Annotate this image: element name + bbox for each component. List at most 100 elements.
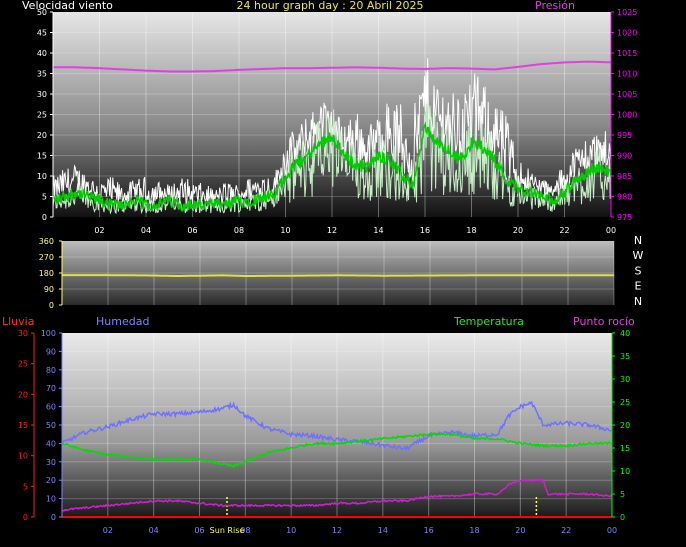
wind-y-tick-35: 35 [37,70,47,79]
wind-x-tick-14: 14 [373,226,383,235]
climate-x-tick-18: 18 [469,526,479,535]
wind-y-tick-30: 30 [37,90,47,99]
climate-x-tick-16: 16 [424,526,434,535]
rain-y-tick-15: 15 [18,421,28,430]
pressure-y-tick-1010: 1010 [617,70,637,79]
wind-average-line [52,121,612,212]
wind-y-tick-40: 40 [37,49,47,58]
humidity-y-tick-40: 40 [46,439,56,448]
wind-x-tick-18: 18 [466,226,476,235]
wind-y-tick-50: 50 [37,8,47,17]
wind-x-tick-12: 12 [327,226,337,235]
humidity-y-tick-20: 20 [46,476,56,485]
wind-y-tick-5: 5 [42,193,47,202]
humidity-y-tick-80: 80 [46,366,56,375]
wind-direction-line [62,274,614,277]
pressure-y-tick-1025: 1025 [617,8,637,17]
wind-y-tick-15: 15 [37,152,47,161]
wind-x-tick-02: 02 [94,226,104,235]
wind-speed-label: Velocidad viento [22,0,113,12]
compass-label-2: S [635,264,642,277]
wind-x-tick-06: 06 [187,226,197,235]
wind-x-tick-08: 08 [234,226,244,235]
rain-y-tick-30: 30 [18,329,28,338]
humidity-y-tick-60: 60 [46,403,56,412]
pressure-y-tick-975: 975 [617,213,632,222]
pressure-y-tick-985: 985 [617,172,632,181]
rain-y-tick-10: 10 [18,452,28,461]
climate-x-tick-02: 02 [103,526,113,535]
temperature-y-tick-25: 25 [620,398,630,407]
wind-x-tick-16: 16 [420,226,430,235]
climate-x-tick-10: 10 [286,526,296,535]
graph-title: 24 hour graph day : 20 Abril 2025 [237,0,424,12]
climate-x-tick-20: 20 [515,526,525,535]
pressure-y-tick-1005: 1005 [617,90,637,99]
compass-label-1: W [633,249,644,262]
rain-y-tick-5: 5 [23,482,28,491]
temperature-y-tick-5: 5 [620,490,625,499]
climate-x-tick-14: 14 [378,526,388,535]
humidity-y-tick-0: 0 [51,513,56,522]
wind-x-tick-04: 04 [141,226,151,235]
wind-y-tick-10: 10 [37,172,47,181]
wind-x-tick-22: 22 [559,226,569,235]
temperature-y-tick-0: 0 [620,513,625,522]
humidity-y-tick-50: 50 [46,421,56,430]
humidity-line [61,400,612,452]
pressure-y-tick-995: 995 [617,131,632,140]
wind-x-tick-20: 20 [513,226,523,235]
temperature-line [61,431,613,469]
temperature-y-tick-40: 40 [620,329,630,338]
temperature-y-tick-30: 30 [620,375,630,384]
compass-label-3: E [635,280,642,293]
climate-x-tick-08: 08 [240,526,250,535]
sunrise-label: Sun Rise [210,526,245,535]
pressure-y-tick-1000: 1000 [617,111,637,120]
series-layer [52,58,614,518]
rain-y-tick-20: 20 [18,390,28,399]
compass-label-4: N [634,295,642,308]
climate-panel-background [62,333,612,517]
rain-y-tick-25: 25 [18,360,28,369]
wind-x-tick-00: 00 [606,226,616,235]
pressure-line [53,60,612,73]
compass-label-0: N [634,234,642,247]
temperature-label: Temperatura [453,315,524,328]
temperature-y-tick-15: 15 [620,444,630,453]
climate-x-tick-22: 22 [561,526,571,535]
climate-x-tick-06: 06 [194,526,204,535]
direction-panel-background [62,241,614,305]
rain-label: Lluvia [2,315,34,328]
wind-y-tick-25: 25 [37,111,47,120]
climate-x-tick-04: 04 [149,526,159,535]
humidity-y-tick-10: 10 [46,495,56,504]
pressure-y-tick-980: 980 [617,193,632,202]
humidity-y-tick-90: 90 [46,347,56,356]
direction-y-tick-180: 180 [39,269,54,278]
direction-y-tick-90: 90 [44,285,54,294]
climate-x-tick-00: 00 [607,526,617,535]
humidity-y-tick-70: 70 [46,384,56,393]
wind-x-tick-10: 10 [280,226,290,235]
wind-y-tick-45: 45 [37,29,47,38]
pressure-y-tick-1020: 1020 [617,29,637,38]
direction-y-tick-270: 270 [39,253,54,262]
rain-y-tick-0: 0 [23,513,28,522]
dewpoint-label: Punto rocío [573,315,635,328]
direction-y-tick-0: 0 [49,301,54,310]
humidity-y-tick-30: 30 [46,458,56,467]
temperature-y-tick-35: 35 [620,352,630,361]
direction-y-tick-360: 360 [39,237,54,246]
pressure-y-tick-1015: 1015 [617,49,637,58]
pressure-label: Presión [535,0,575,12]
dewpoint-line [61,478,613,512]
wind-y-tick-0: 0 [42,213,47,222]
temperature-y-tick-20: 20 [620,421,630,430]
humidity-y-tick-100: 100 [41,329,56,338]
humidity-label: Humedad [96,315,149,328]
temperature-y-tick-10: 10 [620,467,630,476]
climate-x-tick-12: 12 [332,526,342,535]
